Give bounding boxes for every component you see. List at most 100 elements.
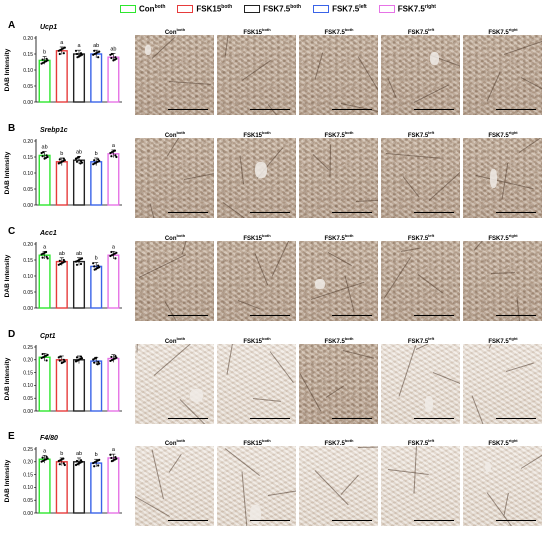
data-point <box>45 455 48 458</box>
image-label: FSK7.5left <box>407 233 435 242</box>
significance-letter: ab <box>42 145 48 151</box>
data-point <box>63 463 66 467</box>
data-point <box>45 255 48 258</box>
significance-letter: ab <box>76 451 82 457</box>
data-point <box>113 149 116 152</box>
data-point <box>80 357 84 360</box>
data-point <box>58 463 61 466</box>
histology-image <box>217 35 296 115</box>
y-tick-label: 0.20 <box>23 358 33 364</box>
legend-item-1: FSK15both <box>177 4 232 14</box>
image-label: FSK7.5both <box>324 336 354 345</box>
data-point <box>93 465 96 468</box>
histology-image <box>299 35 378 115</box>
y-tick-label: 0.25 <box>23 345 33 351</box>
panel-letter: E <box>8 431 15 442</box>
significance-letter: b <box>95 151 98 157</box>
scale-bar <box>414 108 454 110</box>
panel-c: C Acc1 DAB Intensity 0.00 0.05 0.10 0.15 0.20 a a… <box>0 224 550 327</box>
image-label: FSK15both <box>243 233 271 242</box>
scale-bar <box>250 417 290 419</box>
data-point <box>110 52 113 56</box>
histology-image <box>299 446 378 526</box>
data-point <box>45 57 48 60</box>
significance-letter: ab <box>110 46 116 52</box>
data-point <box>79 159 83 163</box>
scale-bar <box>332 417 372 419</box>
data-point <box>41 256 44 259</box>
y-tick-label: 0.20 <box>23 36 33 42</box>
bar-2 <box>72 359 86 412</box>
bar-4 <box>107 153 120 206</box>
significance-letter: b <box>43 50 46 56</box>
histology-image <box>381 138 460 218</box>
data-point <box>79 355 83 358</box>
y-tick-label: 0.05 <box>23 84 33 90</box>
data-point <box>62 358 65 361</box>
bar-chart: DAB Intensity 0.00 0.05 0.10 0.15 0.20 0.25 <box>4 345 122 415</box>
histology-image <box>463 35 542 115</box>
legend-item-0: Conboth <box>120 4 165 14</box>
data-point <box>74 49 78 52</box>
image-label: FSK7.5left <box>407 438 435 447</box>
legend: Conboth FSK15both FSK7.5both FSK7.5left FSK7… <box>120 2 550 16</box>
bar-0 <box>38 154 51 206</box>
data-point <box>63 260 66 263</box>
scale-bar <box>250 211 290 213</box>
data-point <box>97 264 100 267</box>
legend-label: FSK7.5both <box>263 4 302 14</box>
data-point <box>46 59 49 62</box>
bar-1 <box>55 50 68 103</box>
y-tick-label: 0.00 <box>23 409 33 415</box>
scale-bar <box>496 314 536 316</box>
data-point <box>97 464 100 467</box>
significance-letter: ab <box>59 251 65 257</box>
data-point <box>93 361 96 364</box>
histology-image <box>135 344 214 424</box>
histology-image <box>381 35 460 115</box>
data-point <box>92 262 95 265</box>
y-axis-label: DAB Intensity <box>4 459 11 502</box>
panel-b: B Srebp1c DAB Intensity 0.00 0.05 0.10 0.15 0.2… <box>0 121 550 224</box>
data-point <box>115 57 118 60</box>
legend-swatch <box>313 5 330 13</box>
scale-bar <box>414 417 454 419</box>
image-label: Conboth <box>164 336 186 345</box>
histology-image <box>299 344 378 424</box>
histology-image <box>217 344 296 424</box>
data-point <box>45 250 48 254</box>
legend-label: FSK7.5left <box>332 4 367 14</box>
histology-image <box>463 344 542 424</box>
data-point <box>110 355 113 359</box>
data-point <box>93 49 96 52</box>
data-point <box>114 154 117 157</box>
panel-e: E F4/80 DAB Intensity 0.00 0.05 0.10 0.15 0.20 0… <box>0 429 550 532</box>
data-point <box>75 52 79 56</box>
y-tick-label: 0.05 <box>23 396 33 402</box>
data-point <box>41 456 44 459</box>
data-point <box>98 266 101 269</box>
bar-0 <box>38 59 51 103</box>
panel-letter: D <box>8 329 16 340</box>
gene-title: Acc1 <box>40 230 57 237</box>
legend-item-4: FSK7.5right <box>378 4 436 14</box>
data-point <box>110 456 113 460</box>
bar-0 <box>38 356 51 412</box>
image-label: FSK7.5both <box>324 233 354 242</box>
scale-bar <box>332 314 372 316</box>
scale-bar <box>168 211 208 213</box>
data-point <box>93 265 96 268</box>
bar-4 <box>107 357 120 412</box>
data-point <box>46 155 49 159</box>
significance-letter: ab <box>76 251 82 257</box>
data-point <box>79 52 83 55</box>
data-point <box>62 258 65 262</box>
bar-4 <box>107 254 120 309</box>
data-point <box>114 56 117 59</box>
data-point <box>46 353 49 356</box>
data-point <box>45 154 48 157</box>
scale-bar <box>168 314 208 316</box>
data-point <box>115 356 118 359</box>
bar-1 <box>55 161 68 206</box>
significance-letter: ab <box>76 149 82 155</box>
